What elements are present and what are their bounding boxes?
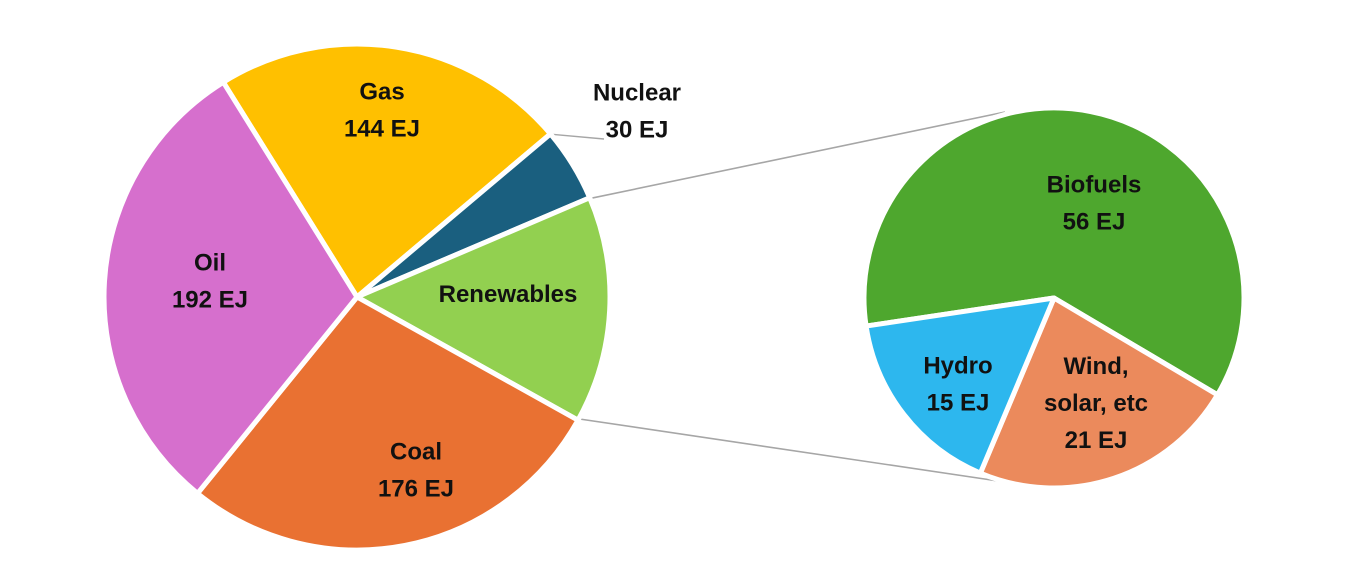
label-coal: Coal 176 EJ (378, 439, 454, 503)
label-nuclear: Nuclear 30 EJ (593, 80, 681, 144)
nuclear-leader-line (553, 133, 605, 140)
label-wind-solar-etc: Wind, solar, etc 21 EJ (1044, 353, 1148, 454)
label-biofuels: Biofuels 56 EJ (1047, 172, 1142, 236)
slice-hydro (863, 295, 1057, 476)
connector-line-top (585, 111, 1006, 201)
label-gas: Gas 144 EJ (344, 79, 420, 143)
slice-wind-solar-etc (977, 295, 1220, 491)
slice-gas (220, 41, 553, 300)
connector-line-bottom (574, 417, 999, 482)
slice-coal (195, 294, 581, 553)
label-hydro: Hydro 15 EJ (923, 353, 992, 417)
slice-biofuels (861, 105, 1247, 398)
label-renewables: Renewables (439, 281, 578, 308)
connector-lines (553, 111, 1006, 482)
slice-oil (101, 79, 360, 496)
breakdown-pie (861, 105, 1247, 491)
main-pie (101, 41, 613, 553)
label-oil: Oil 192 EJ (172, 250, 248, 314)
slice-renewables (354, 195, 613, 423)
slice-labels: Gas 144 EJ Nuclear 30 EJ Renewables Coal 176 E… (172, 79, 1148, 503)
